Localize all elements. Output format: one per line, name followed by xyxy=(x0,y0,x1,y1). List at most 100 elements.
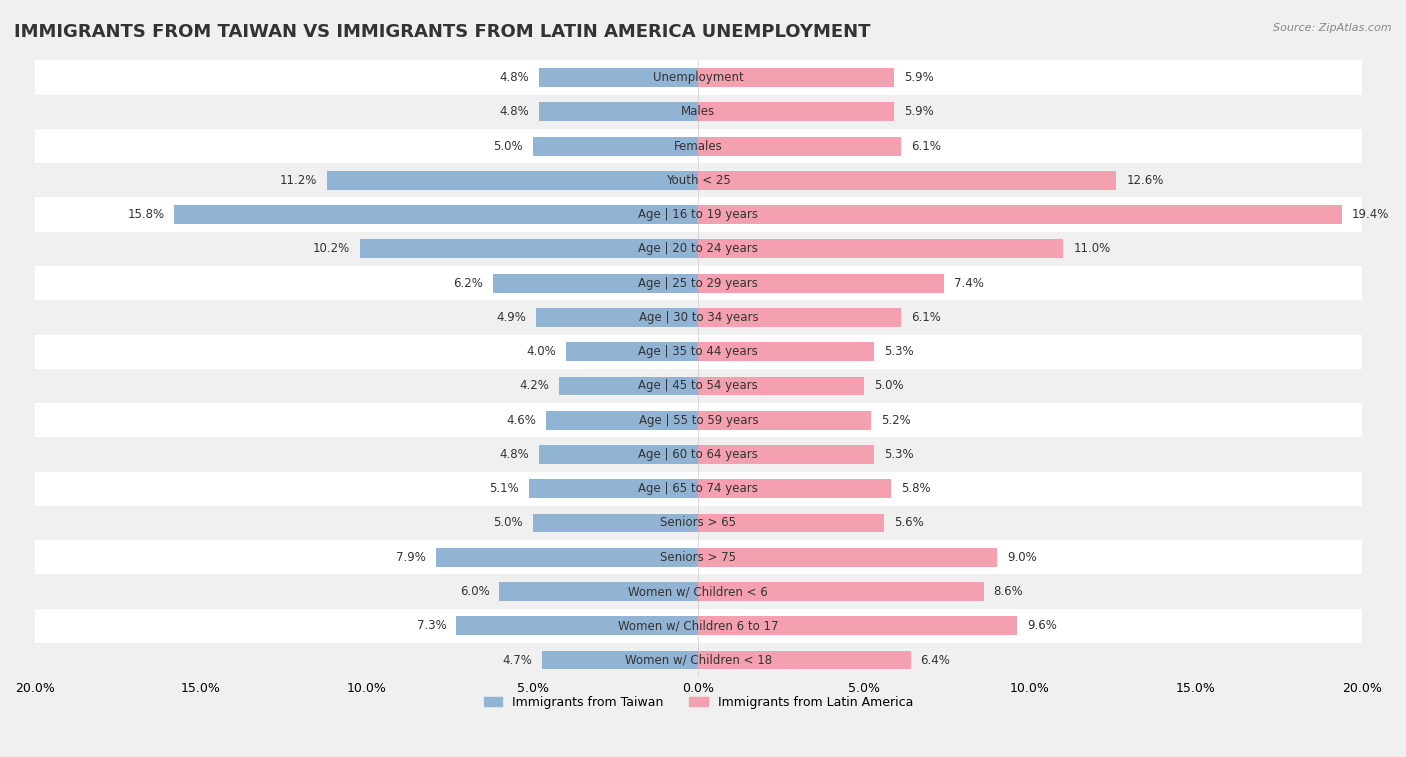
Text: 5.9%: 5.9% xyxy=(904,71,934,84)
FancyBboxPatch shape xyxy=(35,369,1362,403)
Text: Source: ZipAtlas.com: Source: ZipAtlas.com xyxy=(1274,23,1392,33)
Text: Age | 35 to 44 years: Age | 35 to 44 years xyxy=(638,345,758,358)
Bar xyxy=(533,137,699,155)
Bar xyxy=(699,582,984,601)
Text: 5.3%: 5.3% xyxy=(884,448,914,461)
Bar xyxy=(699,274,943,292)
Text: 4.6%: 4.6% xyxy=(506,413,536,427)
Text: Seniors > 65: Seniors > 65 xyxy=(661,516,737,529)
Bar xyxy=(546,411,699,430)
Bar xyxy=(699,479,891,498)
Text: 6.0%: 6.0% xyxy=(460,585,489,598)
Text: Age | 45 to 54 years: Age | 45 to 54 years xyxy=(638,379,758,392)
Text: 5.6%: 5.6% xyxy=(894,516,924,529)
Bar xyxy=(360,239,699,258)
Text: Unemployment: Unemployment xyxy=(652,71,744,84)
Bar xyxy=(536,308,699,327)
Bar xyxy=(699,445,875,464)
Text: Age | 30 to 34 years: Age | 30 to 34 years xyxy=(638,311,758,324)
Text: 4.9%: 4.9% xyxy=(496,311,526,324)
Text: Age | 60 to 64 years: Age | 60 to 64 years xyxy=(638,448,758,461)
Bar xyxy=(699,205,1341,224)
Text: Males: Males xyxy=(682,105,716,118)
Bar xyxy=(538,445,699,464)
Bar xyxy=(492,274,699,292)
Bar xyxy=(538,102,699,121)
Bar xyxy=(699,650,911,669)
Text: 7.3%: 7.3% xyxy=(416,619,446,632)
Text: 4.7%: 4.7% xyxy=(502,653,533,666)
Text: Youth < 25: Youth < 25 xyxy=(666,174,731,187)
FancyBboxPatch shape xyxy=(35,438,1362,472)
Bar xyxy=(699,308,901,327)
FancyBboxPatch shape xyxy=(35,403,1362,438)
Bar xyxy=(560,376,699,395)
Bar xyxy=(699,342,875,361)
Bar xyxy=(543,650,699,669)
Text: 5.0%: 5.0% xyxy=(494,139,523,153)
Text: 7.9%: 7.9% xyxy=(396,551,426,564)
Text: 5.0%: 5.0% xyxy=(494,516,523,529)
FancyBboxPatch shape xyxy=(35,95,1362,129)
Text: Age | 20 to 24 years: Age | 20 to 24 years xyxy=(638,242,758,255)
FancyBboxPatch shape xyxy=(35,506,1362,540)
Bar xyxy=(699,137,901,155)
Legend: Immigrants from Taiwan, Immigrants from Latin America: Immigrants from Taiwan, Immigrants from … xyxy=(478,691,918,714)
Text: Age | 25 to 29 years: Age | 25 to 29 years xyxy=(638,276,758,290)
Text: 4.8%: 4.8% xyxy=(499,71,529,84)
Bar xyxy=(174,205,699,224)
Bar xyxy=(499,582,699,601)
Text: 6.2%: 6.2% xyxy=(453,276,482,290)
Text: 9.0%: 9.0% xyxy=(1007,551,1036,564)
Bar xyxy=(699,171,1116,190)
Bar xyxy=(529,479,699,498)
Text: 8.6%: 8.6% xyxy=(994,585,1024,598)
Text: 11.0%: 11.0% xyxy=(1073,242,1111,255)
Bar xyxy=(538,68,699,87)
Text: 4.8%: 4.8% xyxy=(499,448,529,461)
Text: 4.0%: 4.0% xyxy=(526,345,555,358)
FancyBboxPatch shape xyxy=(35,61,1362,95)
FancyBboxPatch shape xyxy=(35,575,1362,609)
FancyBboxPatch shape xyxy=(35,266,1362,301)
Text: Women w/ Children < 18: Women w/ Children < 18 xyxy=(624,653,772,666)
Text: Women w/ Children 6 to 17: Women w/ Children 6 to 17 xyxy=(619,619,779,632)
Text: Age | 16 to 19 years: Age | 16 to 19 years xyxy=(638,208,758,221)
Bar xyxy=(699,102,894,121)
FancyBboxPatch shape xyxy=(35,335,1362,369)
Text: 5.8%: 5.8% xyxy=(901,482,931,495)
Text: 6.1%: 6.1% xyxy=(911,311,941,324)
Bar xyxy=(699,548,997,567)
FancyBboxPatch shape xyxy=(35,164,1362,198)
Bar xyxy=(456,616,699,635)
FancyBboxPatch shape xyxy=(35,198,1362,232)
FancyBboxPatch shape xyxy=(35,609,1362,643)
Text: Females: Females xyxy=(673,139,723,153)
Text: 11.2%: 11.2% xyxy=(280,174,316,187)
Text: 9.6%: 9.6% xyxy=(1026,619,1057,632)
Text: 5.1%: 5.1% xyxy=(489,482,519,495)
Bar xyxy=(699,239,1063,258)
Bar xyxy=(699,616,1017,635)
Text: 5.2%: 5.2% xyxy=(880,413,911,427)
Bar xyxy=(436,548,699,567)
Text: IMMIGRANTS FROM TAIWAN VS IMMIGRANTS FROM LATIN AMERICA UNEMPLOYMENT: IMMIGRANTS FROM TAIWAN VS IMMIGRANTS FRO… xyxy=(14,23,870,41)
Text: 15.8%: 15.8% xyxy=(127,208,165,221)
FancyBboxPatch shape xyxy=(35,643,1362,678)
FancyBboxPatch shape xyxy=(35,540,1362,575)
Text: 4.8%: 4.8% xyxy=(499,105,529,118)
Text: 5.0%: 5.0% xyxy=(875,379,904,392)
Text: 10.2%: 10.2% xyxy=(312,242,350,255)
FancyBboxPatch shape xyxy=(35,472,1362,506)
Text: 7.4%: 7.4% xyxy=(953,276,984,290)
Bar xyxy=(699,68,894,87)
Text: Age | 55 to 59 years: Age | 55 to 59 years xyxy=(638,413,758,427)
Bar xyxy=(699,376,865,395)
Text: Age | 65 to 74 years: Age | 65 to 74 years xyxy=(638,482,758,495)
FancyBboxPatch shape xyxy=(35,129,1362,164)
Bar xyxy=(699,513,884,532)
Text: 4.2%: 4.2% xyxy=(519,379,550,392)
Bar xyxy=(699,411,870,430)
Text: 19.4%: 19.4% xyxy=(1351,208,1389,221)
Text: 5.3%: 5.3% xyxy=(884,345,914,358)
